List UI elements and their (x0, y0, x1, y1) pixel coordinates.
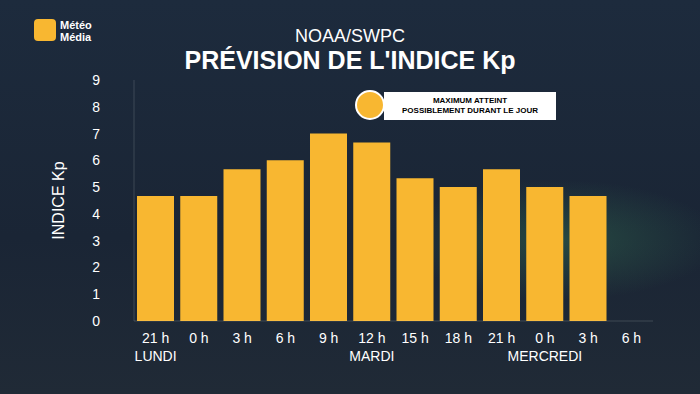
html-text:PRÉVISION DE L'INDICE Kp: PRÉVISION DE L'INDICE Kp (184, 46, 516, 74)
svg-text:6 h: 6 h (622, 330, 641, 346)
html-text:MAXIMUM ATTEINT POSSIBLEMENT D: MAXIMUM ATTEINT POSSIBLEMENT DURANT LE J… (402, 96, 538, 115)
svg-text:7: 7 (92, 126, 100, 142)
svg-text:0 h: 0 h (189, 330, 208, 346)
svg-text:MERCREDI: MERCREDI (508, 348, 583, 364)
svg-text:21 h: 21 h (488, 330, 515, 346)
svg-text:6 h: 6 h (276, 330, 295, 346)
svg-text:INDICE Kp: INDICE Kp (50, 161, 67, 239)
svg-text:2: 2 (92, 259, 100, 275)
svg-text:1: 1 (92, 286, 100, 302)
html-text:Météo Média: Météo Média (60, 19, 92, 43)
svg-text:21 h: 21 h (142, 330, 169, 346)
svg-text:8: 8 (92, 99, 100, 115)
svg-text:5: 5 (92, 179, 100, 195)
svg-text:9: 9 (92, 72, 100, 88)
svg-text:18 h: 18 h (445, 330, 472, 346)
svg-text:0: 0 (92, 313, 100, 329)
svg-text:4: 4 (92, 206, 100, 222)
html-text:NOAA/SWPC: NOAA/SWPC (295, 26, 405, 46)
svg-text:3 h: 3 h (232, 330, 251, 346)
svg-text:MARDI: MARDI (349, 348, 394, 364)
svg-text:6: 6 (92, 152, 100, 168)
svg-text:9 h: 9 h (319, 330, 338, 346)
svg-text:3: 3 (92, 233, 100, 249)
svg-text:12 h: 12 h (358, 330, 385, 346)
svg-text:LUNDI: LUNDI (135, 348, 177, 364)
svg-text:0 h: 0 h (535, 330, 554, 346)
svg-text:15 h: 15 h (402, 330, 429, 346)
svg-text:3 h: 3 h (578, 330, 597, 346)
